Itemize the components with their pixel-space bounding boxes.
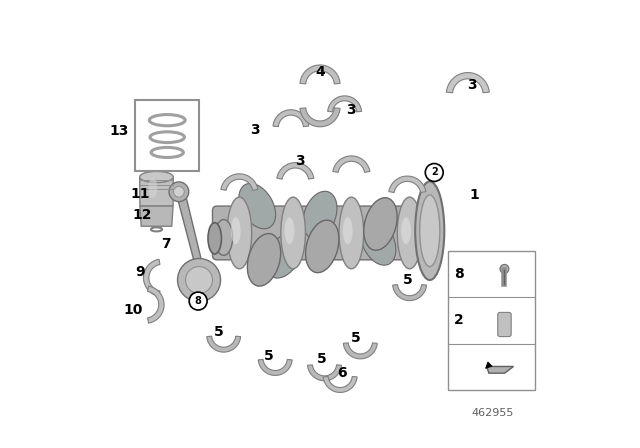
Polygon shape (273, 110, 308, 127)
Text: 11: 11 (130, 186, 150, 201)
Ellipse shape (148, 178, 157, 198)
Polygon shape (447, 73, 489, 93)
Polygon shape (143, 259, 160, 296)
Polygon shape (177, 195, 203, 267)
Text: 13: 13 (109, 124, 129, 138)
FancyBboxPatch shape (498, 312, 511, 336)
Text: 5: 5 (264, 349, 273, 363)
Circle shape (500, 264, 509, 273)
Circle shape (186, 267, 212, 293)
Circle shape (177, 258, 221, 302)
Polygon shape (344, 343, 377, 359)
Circle shape (173, 186, 184, 197)
FancyBboxPatch shape (212, 206, 436, 260)
Ellipse shape (281, 197, 305, 269)
Polygon shape (207, 336, 241, 352)
Polygon shape (300, 65, 340, 84)
Polygon shape (221, 174, 258, 190)
Circle shape (190, 293, 206, 309)
Ellipse shape (208, 223, 221, 254)
Ellipse shape (239, 183, 276, 229)
Ellipse shape (247, 233, 281, 286)
Text: 5: 5 (317, 352, 327, 366)
Text: 5: 5 (403, 273, 412, 287)
Ellipse shape (215, 220, 233, 255)
Text: 3: 3 (250, 123, 260, 137)
Text: 3: 3 (346, 103, 356, 117)
Ellipse shape (420, 195, 440, 267)
Polygon shape (277, 163, 314, 179)
Ellipse shape (227, 197, 252, 269)
Polygon shape (300, 108, 340, 127)
Bar (136, 100, 199, 171)
Bar (448, 251, 535, 390)
Polygon shape (486, 366, 513, 373)
Polygon shape (140, 206, 173, 226)
Text: 2: 2 (454, 313, 464, 327)
Ellipse shape (360, 219, 396, 265)
Polygon shape (308, 365, 341, 381)
Text: 3: 3 (467, 78, 477, 92)
Text: 1: 1 (470, 188, 479, 202)
Ellipse shape (266, 233, 303, 278)
Text: 5: 5 (351, 331, 361, 345)
Text: 6: 6 (337, 366, 346, 380)
Circle shape (169, 182, 189, 202)
Text: 12: 12 (132, 208, 152, 222)
Text: 8: 8 (454, 267, 464, 281)
Text: 9: 9 (135, 265, 145, 280)
Ellipse shape (401, 217, 411, 244)
Ellipse shape (303, 191, 337, 239)
Text: 7: 7 (161, 237, 170, 251)
Text: 8: 8 (195, 296, 202, 306)
Polygon shape (333, 156, 370, 172)
Ellipse shape (339, 197, 364, 269)
Text: 4: 4 (315, 65, 325, 79)
Text: 10: 10 (123, 303, 143, 317)
Ellipse shape (343, 217, 353, 244)
Ellipse shape (231, 217, 241, 244)
Text: 462955: 462955 (471, 408, 514, 418)
Ellipse shape (364, 198, 397, 250)
Polygon shape (148, 286, 164, 323)
Polygon shape (393, 284, 426, 301)
Circle shape (189, 292, 207, 310)
Ellipse shape (305, 220, 339, 273)
Polygon shape (389, 176, 426, 193)
Polygon shape (328, 96, 362, 112)
Text: 5: 5 (214, 324, 224, 339)
Ellipse shape (285, 217, 294, 244)
Text: 2: 2 (431, 168, 438, 177)
Text: 3: 3 (295, 154, 305, 168)
Ellipse shape (415, 181, 444, 280)
Polygon shape (259, 359, 292, 375)
Polygon shape (323, 376, 357, 392)
Polygon shape (140, 178, 173, 206)
Ellipse shape (140, 172, 173, 183)
Ellipse shape (397, 197, 422, 269)
Circle shape (426, 164, 444, 181)
